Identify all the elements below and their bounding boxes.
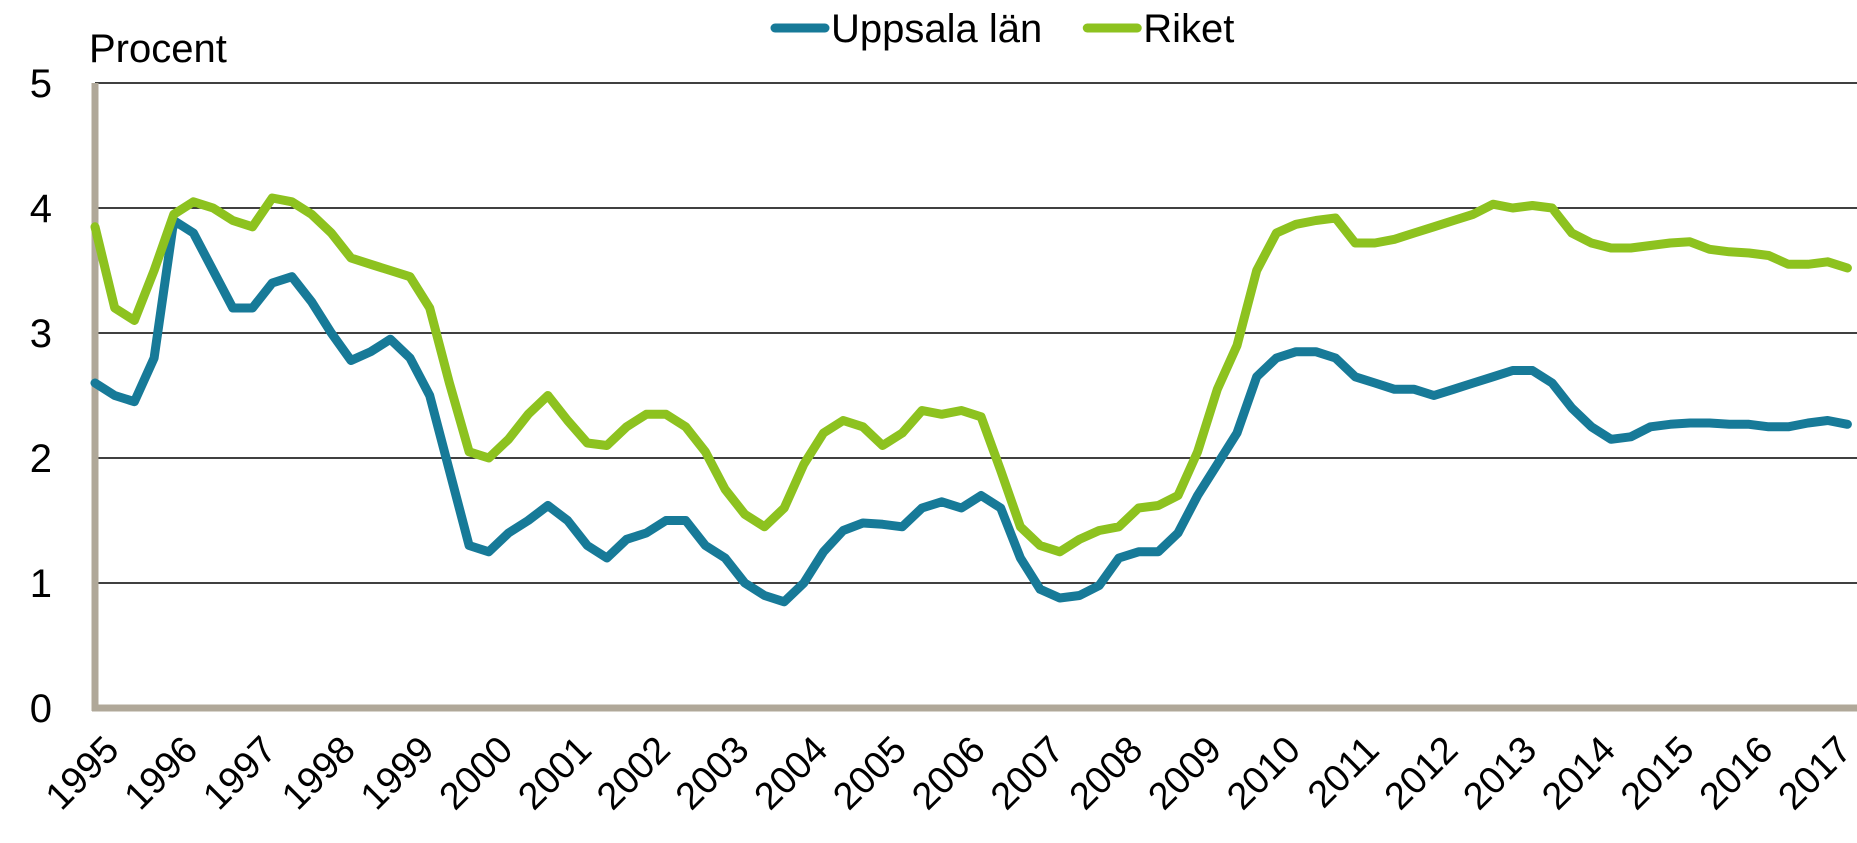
legend-label: Uppsala län [831,7,1042,51]
legend-label: Riket [1143,7,1234,51]
x-tick-label: 2014 [1534,729,1623,818]
x-tick-label: 2004 [747,729,836,818]
y-tick-label: 2 [30,437,52,481]
x-tick-label: 2007 [983,729,1072,818]
x-tick-label: 2010 [1219,729,1308,818]
y-axis-label: Procent [89,27,227,71]
x-tick-label: 1995 [38,729,127,818]
y-tick-label: 4 [30,187,52,231]
x-tick-label: 2009 [1141,729,1230,818]
y-tick-label: 5 [30,62,52,106]
y-tick-label: 0 [30,687,52,731]
x-tick-label: 2012 [1377,729,1466,818]
x-tick-label: 1999 [353,729,442,818]
line-series [90,216,1852,607]
x-tick-label: 1996 [117,729,206,818]
y-tick-label: 1 [30,562,52,606]
line-series [90,193,1852,557]
x-tick-label: 2015 [1613,729,1702,818]
x-tick-label: 2005 [825,729,914,818]
x-tick-label: 2006 [904,729,993,818]
x-tick-label: 2000 [432,729,521,818]
x-tick-label: 2002 [589,729,678,818]
x-tick-label: 1998 [274,729,363,818]
x-tick-label: 1997 [195,729,284,818]
x-tick-label: 2011 [1300,729,1387,816]
x-tick-label: 2003 [668,729,757,818]
x-tick-label: 2001 [510,729,599,818]
y-tick-label: 3 [30,312,52,356]
x-tick-label: 2008 [1062,729,1151,818]
x-tick-label: 2013 [1456,729,1545,818]
x-tick-label: 2017 [1771,729,1857,818]
x-tick-label: 2016 [1692,729,1781,818]
